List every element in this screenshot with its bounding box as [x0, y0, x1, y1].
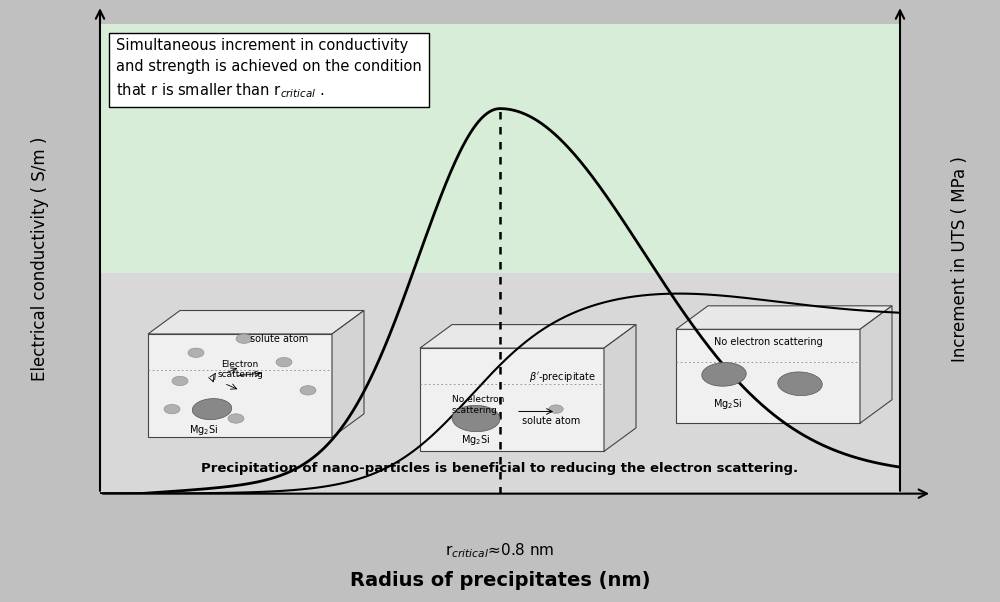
Ellipse shape: [452, 405, 500, 432]
Text: Electron
scattering: Electron scattering: [217, 359, 263, 379]
Text: Simultaneous increment in conductivity
and strength is achieved on the condition: Simultaneous increment in conductivity a…: [116, 38, 422, 100]
Circle shape: [549, 405, 563, 414]
Text: Electrical conductivity ( S/m ): Electrical conductivity ( S/m ): [31, 137, 49, 381]
Text: $\beta'$-precipitate: $\beta'$-precipitate: [529, 370, 596, 384]
Polygon shape: [420, 348, 604, 452]
Text: No electron
scattering: No electron scattering: [452, 395, 504, 415]
Polygon shape: [332, 311, 364, 437]
Text: solute atom: solute atom: [250, 334, 308, 344]
Bar: [100, 24, 900, 273]
Circle shape: [276, 358, 292, 367]
Text: Mg$_2$Si: Mg$_2$Si: [461, 433, 491, 447]
Text: Radius of precipitates (nm): Radius of precipitates (nm): [350, 571, 650, 590]
Circle shape: [228, 414, 244, 423]
Text: Mg$_2$Si: Mg$_2$Si: [713, 397, 743, 411]
Text: Precipitation of nano-particles is beneficial to reducing the electron scatterin: Precipitation of nano-particles is benef…: [201, 462, 799, 475]
Circle shape: [164, 405, 180, 414]
Circle shape: [188, 348, 204, 358]
Ellipse shape: [192, 399, 232, 420]
Polygon shape: [860, 306, 892, 423]
Ellipse shape: [702, 362, 746, 386]
Polygon shape: [420, 324, 636, 348]
Text: solute atom: solute atom: [522, 416, 580, 426]
Bar: [100, 273, 900, 494]
Circle shape: [300, 386, 316, 395]
Polygon shape: [604, 324, 636, 452]
Polygon shape: [676, 329, 860, 423]
Circle shape: [172, 376, 188, 386]
Text: r$_{critical}$≈0.8 nm: r$_{critical}$≈0.8 nm: [445, 541, 555, 560]
Circle shape: [236, 334, 252, 343]
Text: No electron scattering: No electron scattering: [714, 337, 822, 347]
Text: Increment in UTS ( MPa ): Increment in UTS ( MPa ): [951, 156, 969, 362]
Text: Mg$_2$Si: Mg$_2$Si: [189, 423, 219, 437]
Polygon shape: [676, 306, 892, 329]
Ellipse shape: [778, 372, 822, 396]
Polygon shape: [148, 311, 364, 334]
Polygon shape: [148, 334, 332, 437]
